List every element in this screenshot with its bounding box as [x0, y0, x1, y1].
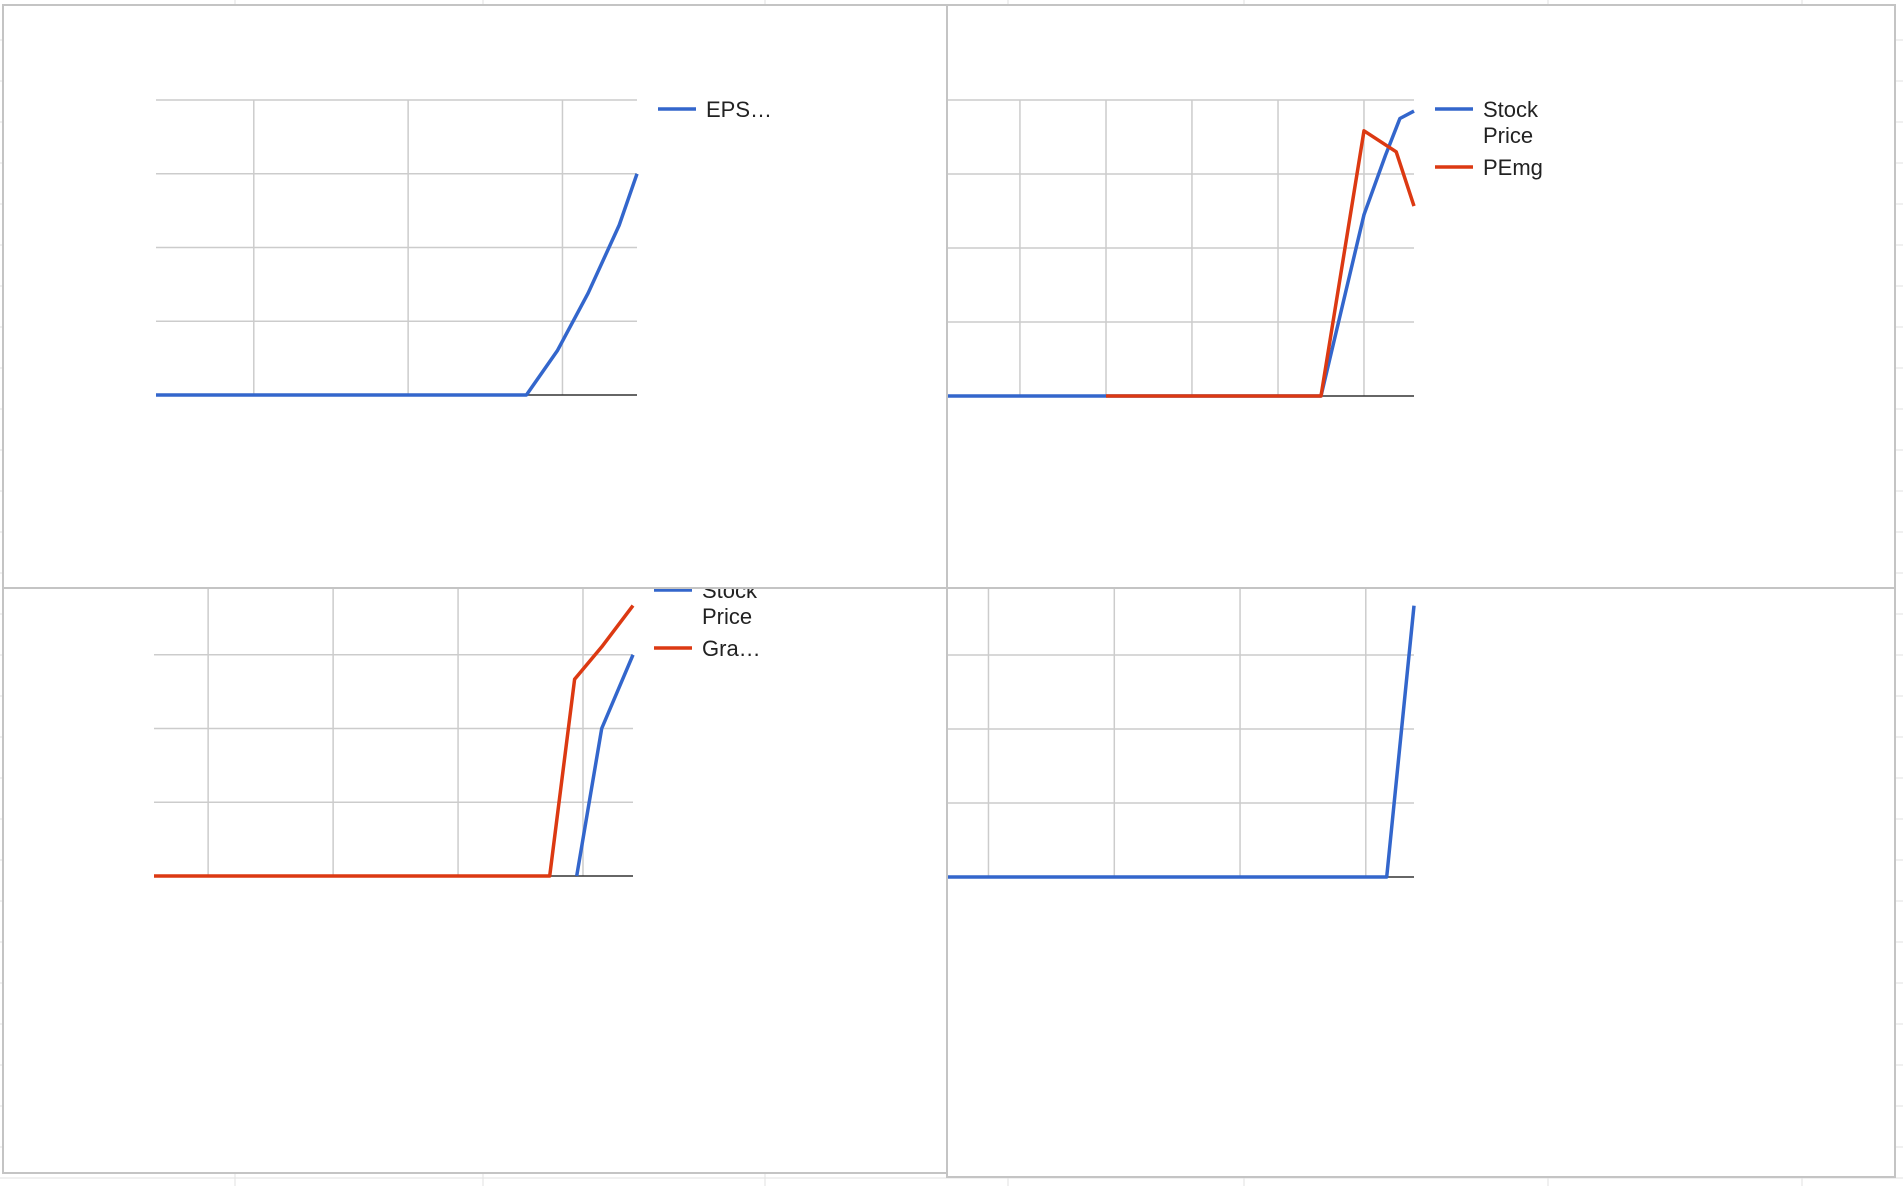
pemg-legend-label: PEmg [1483, 155, 1543, 180]
dividend-chart-panel[interactable] [946, 587, 1896, 1178]
graham-gra-line [154, 604, 635, 878]
graham-legend-label: Stock Price [702, 589, 758, 629]
graham-chart: Stock Price Gra… [154, 589, 761, 878]
eps-legend-label: EPS… [706, 97, 772, 122]
pemg-pemg-line [1106, 129, 1416, 398]
price-pemg-chart: Stock Price PEmg [948, 97, 1543, 398]
eps-eps-line [156, 173, 639, 397]
graham-legend-label: Gra… [702, 636, 761, 661]
pemg-legend-label: Stock Price [1483, 97, 1539, 148]
eps-chart: EPS… [156, 97, 772, 397]
dividend-series-line [948, 605, 1416, 879]
price-pemg-chart-panel[interactable]: Stock Price PEmg [946, 4, 1896, 590]
graham-chart-panel[interactable]: Stock Price Gra… [2, 587, 948, 1174]
graham-stock-price-line [574, 654, 635, 877]
dividend-chart [948, 589, 1416, 879]
eps-chart-panel[interactable]: EPS… [2, 4, 948, 590]
